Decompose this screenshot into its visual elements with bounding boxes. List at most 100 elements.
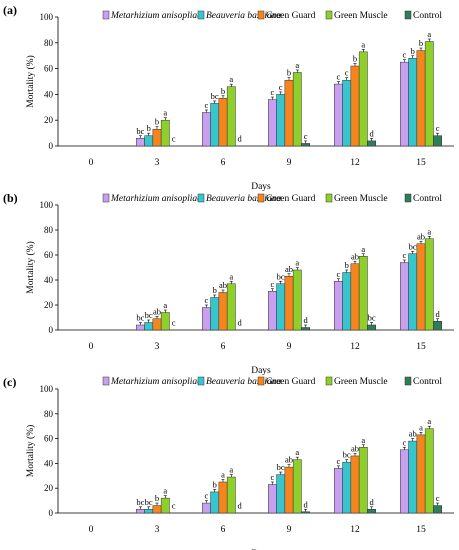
legend-label: Green Muscle xyxy=(334,194,388,204)
x-tick-label: 9 xyxy=(287,158,292,168)
significance-letter: a xyxy=(427,226,431,236)
significance-letter: bc xyxy=(409,241,417,251)
bar xyxy=(358,447,368,514)
bar xyxy=(292,72,302,147)
bar xyxy=(268,99,277,147)
bar xyxy=(400,262,409,331)
significance-letter: b xyxy=(155,117,159,127)
significance-letter: bc xyxy=(343,450,351,460)
significance-letter: d xyxy=(303,499,308,509)
bar xyxy=(424,41,434,147)
bar xyxy=(301,143,311,147)
bar xyxy=(160,312,170,331)
bar xyxy=(416,243,426,331)
significance-letter: b xyxy=(287,68,291,78)
bar xyxy=(276,283,286,331)
legend-label: Metarhizium anisopliae xyxy=(110,11,201,21)
significance-letter: d xyxy=(237,501,242,511)
bar xyxy=(152,128,162,147)
legend-swatch xyxy=(102,10,110,20)
bar xyxy=(358,51,368,147)
bar xyxy=(424,238,434,331)
significance-letter: bc xyxy=(277,462,285,472)
y-tick-label: 40 xyxy=(44,89,54,99)
x-tick-label: 15 xyxy=(416,158,426,168)
bar xyxy=(210,297,220,331)
significance-letter: c xyxy=(279,82,283,92)
bar xyxy=(160,497,170,514)
significance-letter: c xyxy=(205,100,209,110)
y-tick-label: 40 xyxy=(44,275,54,285)
x-tick-label: 6 xyxy=(221,158,226,168)
legend-label: Metarhizium anisopliae xyxy=(110,194,201,204)
significance-letter: c xyxy=(271,87,275,97)
x-tick-label: 12 xyxy=(350,158,360,168)
significance-letter: c xyxy=(436,123,440,133)
bar xyxy=(136,509,145,514)
bar xyxy=(268,484,277,514)
bar xyxy=(226,283,236,331)
significance-letter: b xyxy=(213,479,217,489)
y-axis-title: Mortality (%) xyxy=(25,425,36,478)
bar xyxy=(350,263,360,331)
significance-letter: a xyxy=(163,486,167,496)
significance-letter: c xyxy=(345,68,349,78)
x-tick-label: 6 xyxy=(221,342,226,352)
significance-letter: a xyxy=(229,465,233,475)
significance-letter: a xyxy=(295,447,299,457)
chart-panel: (c) Metarhizium anisopliae Beauveria bassi… xyxy=(3,375,454,550)
bar xyxy=(342,79,352,147)
legend-swatch xyxy=(325,10,333,20)
legend-swatch xyxy=(102,376,110,386)
significance-letter: ab xyxy=(351,443,359,453)
x-tick-label: 3 xyxy=(155,158,160,168)
legend-swatch xyxy=(197,376,205,386)
bar xyxy=(342,461,352,514)
bar xyxy=(350,65,360,147)
significance-letter: c xyxy=(403,437,407,447)
bar xyxy=(334,281,343,331)
bar xyxy=(218,292,228,331)
significance-letter: b xyxy=(353,54,357,64)
bar xyxy=(358,256,368,331)
y-tick-label: 40 xyxy=(44,458,54,468)
legend-label: Control xyxy=(413,194,442,204)
y-tick-label: 60 xyxy=(44,434,54,444)
y-tick-label: 60 xyxy=(44,250,54,260)
bar xyxy=(408,440,418,514)
legend-swatch xyxy=(257,193,265,203)
significance-letter: ab xyxy=(351,251,359,261)
legend-swatch xyxy=(197,193,205,203)
bar xyxy=(301,511,311,514)
x-tick-label: 15 xyxy=(416,342,426,352)
significance-letter: ab xyxy=(153,306,161,316)
significance-letter: a xyxy=(419,422,423,432)
x-tick-label: 0 xyxy=(89,342,94,352)
significance-letter: c xyxy=(271,279,275,289)
y-tick-label: 0 xyxy=(49,508,54,518)
bar xyxy=(284,79,294,147)
significance-letter: d xyxy=(237,318,242,328)
significance-letter: a xyxy=(361,39,365,49)
bar xyxy=(144,135,154,147)
bar xyxy=(268,291,277,331)
legend-label: Green Guard xyxy=(266,11,316,21)
significance-letter: c xyxy=(205,491,209,501)
significance-letter: c xyxy=(403,250,407,260)
significance-letter: a xyxy=(427,29,431,39)
legend-swatch xyxy=(257,10,265,20)
x-tick-label: 0 xyxy=(89,158,94,168)
panel-label: (c) xyxy=(3,375,16,389)
y-tick-label: 20 xyxy=(44,300,54,310)
significance-letter: ab xyxy=(219,280,227,290)
bar xyxy=(202,307,211,331)
x-tick-label: 6 xyxy=(221,525,226,535)
legend-swatch xyxy=(197,10,205,20)
bar xyxy=(400,61,409,147)
x-tick-label: 0 xyxy=(89,525,94,535)
bar xyxy=(144,322,154,331)
significance-letter: c xyxy=(337,456,341,466)
significance-letter: ab xyxy=(285,455,293,465)
significance-letter: bc xyxy=(211,91,219,101)
legend-label: Control xyxy=(413,377,442,387)
